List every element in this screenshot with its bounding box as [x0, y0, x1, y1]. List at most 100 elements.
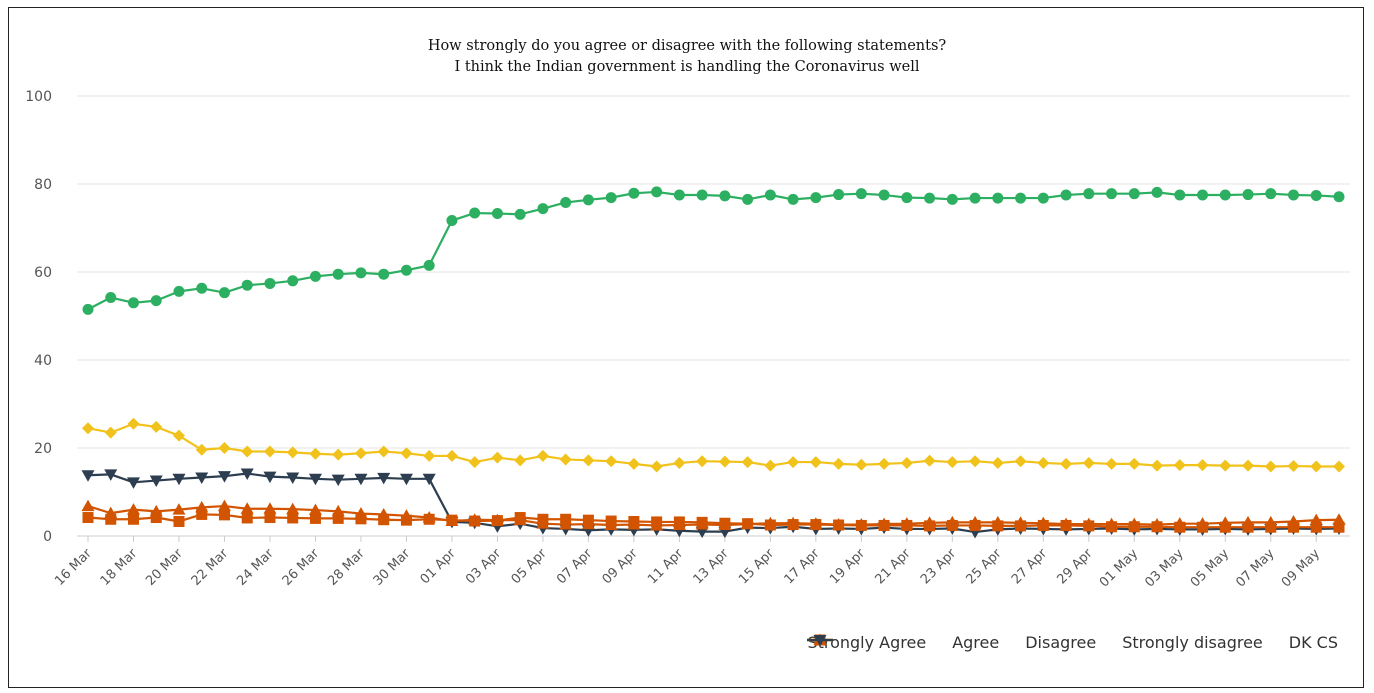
data-point-agree: [1242, 459, 1255, 472]
data-point-agree: [218, 442, 231, 454]
legend-symbol: [813, 635, 827, 647]
data-point-strongly-disagree: [217, 499, 231, 512]
data-point-disagree: [696, 516, 708, 528]
data-point-agree: [332, 448, 345, 461]
data-point-strongly-agree: [946, 193, 958, 205]
data-point-agree: [1173, 459, 1186, 472]
data-point-strongly-agree: [1288, 189, 1300, 201]
data-point-agree: [309, 447, 322, 460]
data-point-agree: [559, 453, 572, 466]
data-point-agree: [1037, 456, 1050, 469]
data-point-strongly-agree: [378, 268, 390, 280]
data-point-disagree: [218, 509, 230, 521]
data-point-strongly-agree: [82, 303, 94, 315]
data-point-disagree: [1128, 521, 1140, 533]
data-point-dk-cs: [308, 473, 322, 486]
data-point-strongly-agree: [605, 192, 617, 204]
data-point-disagree: [378, 514, 390, 526]
data-point-strongly-agree: [332, 268, 344, 280]
data-point-dk-cs: [195, 472, 209, 484]
x-tick-label: 01 May: [1097, 546, 1141, 590]
data-point-disagree: [673, 516, 685, 528]
data-point-strongly-agree: [878, 189, 890, 201]
data-point-disagree: [173, 515, 185, 527]
data-point-agree: [536, 449, 549, 462]
data-point-strongly-agree: [1060, 189, 1072, 201]
data-point-strongly-agree: [309, 270, 321, 282]
data-point-disagree: [469, 515, 481, 527]
data-point-disagree: [1333, 521, 1345, 533]
chart-frame: [8, 7, 1364, 688]
data-point-dk-cs: [286, 472, 300, 484]
x-tick-label: 25 Apr: [964, 546, 1006, 588]
x-tick-label: 26 Mar: [280, 546, 323, 589]
data-point-dk-cs: [126, 477, 140, 489]
data-point-agree: [787, 456, 800, 469]
legend-label: DK CS: [1288, 633, 1338, 652]
data-point-disagree: [810, 519, 822, 531]
chart-title: How strongly do you agree or disagree wi…: [427, 38, 947, 54]
data-point-agree: [809, 456, 822, 469]
data-point-dk-cs: [104, 469, 118, 481]
data-point-strongly-agree: [1015, 192, 1027, 204]
x-tick-label: 24 Mar: [234, 546, 277, 589]
x-tick-label: 16 Mar: [52, 546, 95, 589]
data-point-disagree: [1106, 521, 1118, 533]
data-point-disagree: [1310, 521, 1322, 533]
data-point-disagree: [196, 508, 208, 520]
data-point-disagree: [946, 519, 958, 531]
y-tick-label: 40: [34, 353, 52, 369]
data-point-disagree: [423, 513, 435, 525]
data-point-agree: [82, 422, 94, 435]
data-point-disagree: [833, 519, 845, 531]
data-point-agree: [946, 456, 959, 469]
x-tick-label: 05 May: [1188, 546, 1232, 590]
data-point-strongly-agree: [924, 192, 936, 204]
x-tick-label: 13 Apr: [691, 546, 733, 588]
data-point-strongly-agree: [696, 189, 708, 201]
legend-item-disagree[interactable]: Disagree: [807, 633, 1096, 652]
data-point-disagree: [514, 512, 526, 524]
data-point-agree: [764, 459, 777, 472]
data-point-disagree: [82, 512, 94, 524]
data-point-strongly-agree: [355, 267, 367, 279]
y-axis: 0 20 40 60 80 100: [25, 89, 52, 545]
data-point-agree: [878, 457, 891, 470]
data-point-agree: [1128, 457, 1141, 470]
data-point-dk-cs: [172, 473, 186, 486]
data-point-disagree: [400, 514, 412, 526]
y-tick-label: 60: [34, 265, 52, 281]
legend-item-dk-cs[interactable]: DK CS: [807, 633, 1338, 652]
data-point-disagree: [1219, 521, 1231, 533]
data-point-strongly-disagree: [81, 499, 95, 512]
x-axis: 16 Mar 18 Mar 20 Mar 22 Mar 24 Mar 26 Mar 28 M…: [52, 536, 1323, 590]
x-tick-label: 18 Mar: [98, 546, 141, 589]
x-tick-label: 07 May: [1233, 546, 1277, 590]
series-strongly-agree: [82, 186, 1345, 315]
data-point-strongly-agree: [173, 285, 185, 297]
x-tick-label: 03 May: [1142, 546, 1186, 590]
x-tick-label: 30 Mar: [371, 546, 414, 589]
data-point-agree: [969, 455, 982, 468]
data-point-disagree: [901, 519, 913, 531]
data-point-disagree: [1265, 521, 1277, 533]
data-point-agree: [673, 456, 686, 469]
data-point-strongly-agree: [537, 203, 549, 215]
legend-item-agree[interactable]: Agree: [807, 633, 999, 652]
data-point-dk-cs: [354, 473, 368, 486]
data-point-agree: [696, 455, 709, 468]
data-point-strongly-agree: [446, 215, 458, 227]
data-point-agree: [491, 451, 504, 464]
data-point-disagree: [287, 512, 299, 524]
data-point-strongly-agree: [196, 282, 208, 294]
x-tick-label: 07 Apr: [554, 546, 596, 588]
data-point-disagree: [855, 519, 867, 531]
data-point-disagree: [446, 514, 458, 526]
data-point-strongly-agree: [264, 277, 276, 289]
data-point-disagree: [127, 513, 139, 525]
data-point-disagree: [764, 519, 776, 531]
x-tick-label: 22 Mar: [189, 546, 232, 589]
legend-item-strongly-disagree[interactable]: Strongly disagree: [807, 633, 1263, 652]
data-point-disagree: [105, 513, 117, 525]
